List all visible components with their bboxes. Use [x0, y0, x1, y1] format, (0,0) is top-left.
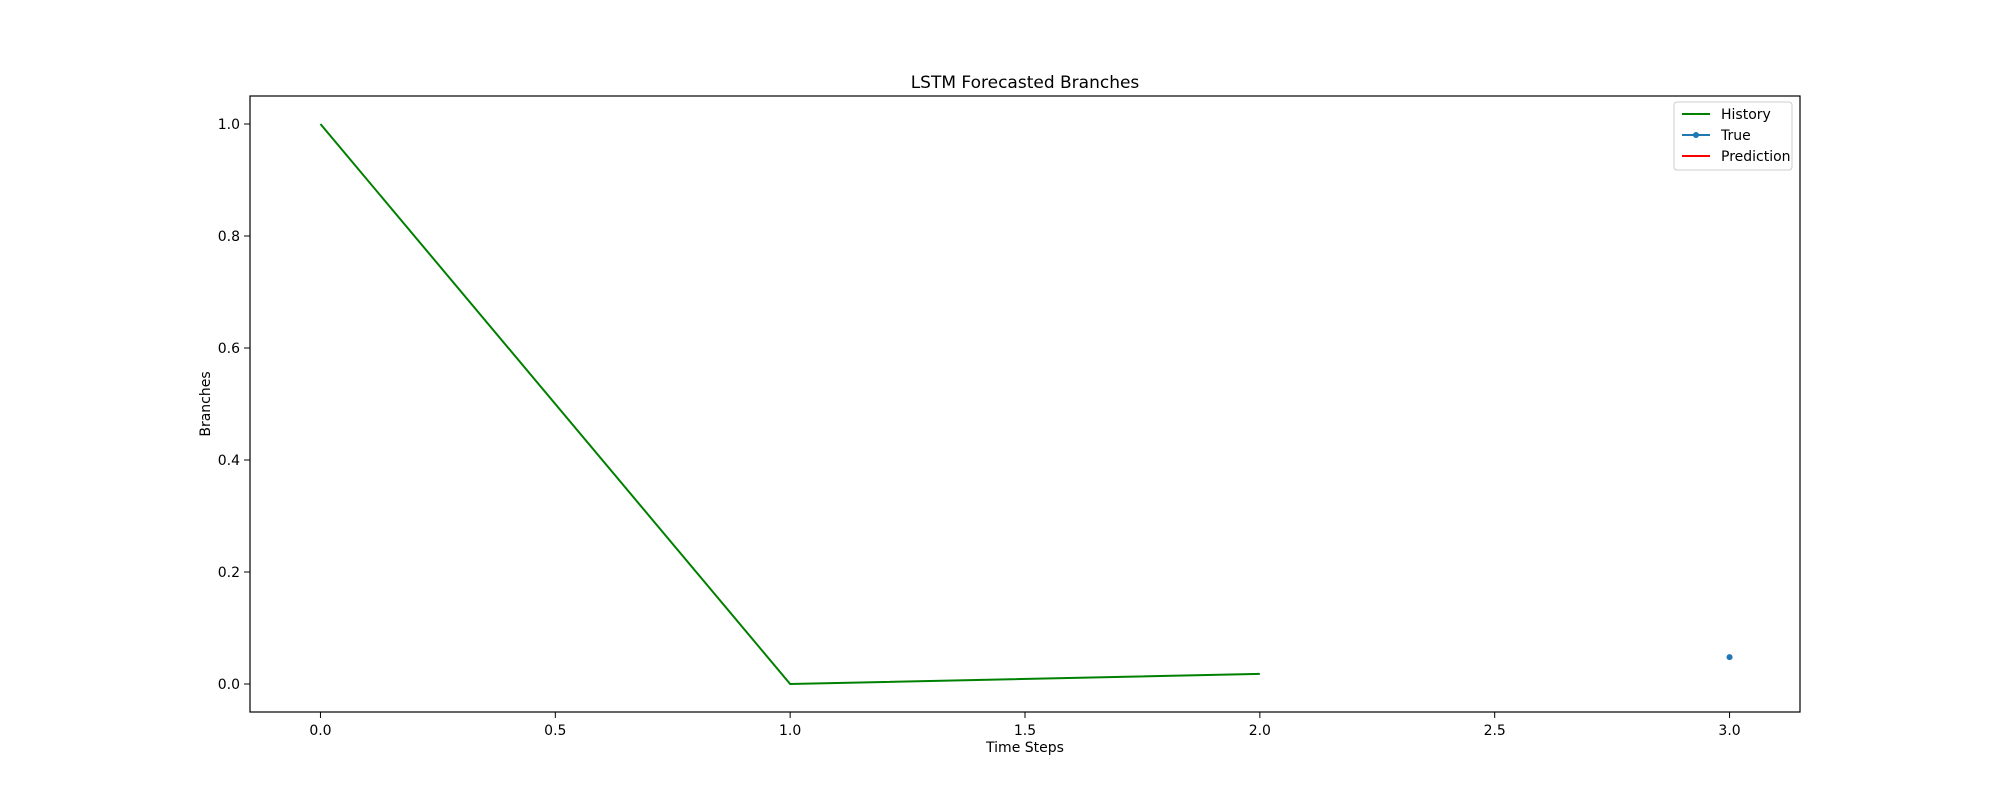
y-tick-label: 0.4	[218, 453, 240, 469]
x-tick-label: 0.0	[309, 723, 331, 739]
legend-label-true: True	[1720, 128, 1751, 144]
series-layer	[319, 123, 1733, 686]
legend-box	[1673, 101, 1793, 171]
y-tick-label: 0.8	[218, 229, 240, 245]
y-tick-label: 0.2	[218, 565, 240, 581]
true-data-point	[1726, 654, 1733, 661]
legend-label-history: History	[1721, 107, 1771, 123]
x-tick-label: 1.5	[1014, 723, 1036, 739]
y-tick-label: 0.6	[218, 341, 240, 357]
chart-title: LSTM Forecasted Branches	[911, 73, 1140, 93]
x-tick-label: 1.0	[779, 723, 801, 739]
y-axis: 0.0 0.2 0.4 0.6 0.8 1.0	[218, 117, 250, 693]
x-tick-label: 2.5	[1484, 723, 1506, 739]
y-tick-label: 1.0	[218, 117, 240, 133]
x-axis-label: Time Steps	[985, 740, 1064, 756]
x-axis: 0.0 0.5 1.0 1.5 2.0 2.5 3.0	[309, 712, 1741, 739]
y-tick-label: 0.0	[218, 677, 240, 693]
legend: History True Prediction	[1673, 101, 1793, 171]
x-tick-label: 3.0	[1718, 723, 1740, 739]
legend-label-prediction: Prediction	[1721, 149, 1791, 165]
x-tick-label: 2.0	[1249, 723, 1271, 739]
history-series-line	[319, 123, 1260, 686]
y-axis-label: Branches	[198, 371, 214, 436]
x-tick-label: 0.5	[544, 723, 566, 739]
legend-marker-true	[1693, 132, 1699, 138]
